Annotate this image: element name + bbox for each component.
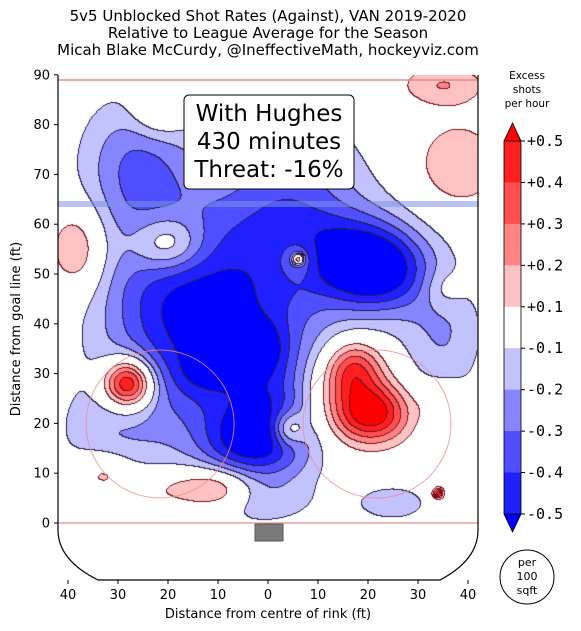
colorbar-tick-label: -0.4 bbox=[527, 464, 563, 482]
chart-title-line-2: Relative to League Average for the Seaso… bbox=[108, 24, 428, 42]
y-tick-label: 80 bbox=[33, 118, 50, 133]
y-tick-label: 10 bbox=[33, 467, 50, 482]
y-axis: 0 10 20 30 40 50 60 70 80 90 bbox=[33, 68, 58, 532]
x-axis-label: Distance from centre of rink (ft) bbox=[165, 607, 371, 622]
colorbar-tick-label: -0.5 bbox=[527, 505, 563, 523]
y-tick-label: 70 bbox=[33, 168, 50, 183]
colorbar-level bbox=[504, 306, 521, 349]
colorbar-level bbox=[504, 141, 521, 183]
y-tick-label: 0 bbox=[42, 517, 50, 532]
colorbar: +0.5 +0.4 +0.3 +0.2 +0.1 -0.1 -0.2 -0.3 -0.4 -0.5 bbox=[503, 122, 563, 533]
colorbar-level bbox=[504, 389, 521, 432]
colorbar-tick-label: -0.3 bbox=[527, 422, 563, 440]
colorbar-tick-label: +0.2 bbox=[527, 256, 563, 274]
x-tick-label: 0 bbox=[264, 588, 272, 603]
annotation-line-3: Threat: -16% bbox=[193, 157, 343, 183]
colorbar-tick-label: -0.2 bbox=[527, 381, 563, 399]
colorbar-level bbox=[504, 223, 521, 266]
y-tick-label: 30 bbox=[33, 367, 50, 382]
x-tick-label: 40 bbox=[460, 588, 477, 603]
colorbar-tick-label: +0.5 bbox=[527, 132, 563, 150]
scale-legend-line-3: sqft bbox=[517, 584, 538, 597]
annotation-line-2: 430 minutes bbox=[197, 129, 341, 155]
annotation-box: With Hughes 430 minutes Threat: -16% bbox=[183, 94, 355, 190]
faceoff-circle-right bbox=[302, 349, 452, 499]
colorbar-title-line-1: Excess bbox=[509, 70, 545, 82]
y-tick-label: 20 bbox=[33, 417, 50, 432]
y-tick-label: 60 bbox=[33, 218, 50, 233]
colorbar-tick-label: -0.1 bbox=[527, 339, 563, 357]
chart-title-line-3: Micah Blake McCurdy, @IneffectiveMath, h… bbox=[57, 41, 479, 59]
colorbar-title-line-3: per hour bbox=[505, 98, 551, 110]
colorbar-extend-under bbox=[503, 513, 522, 533]
colorbar-title-line-2: shots bbox=[513, 84, 541, 96]
colorbar-level bbox=[504, 472, 521, 515]
x-tick-label: 30 bbox=[110, 588, 127, 603]
colorbar-frame bbox=[503, 140, 522, 515]
colorbar-level bbox=[504, 182, 521, 225]
rink-boards bbox=[57, 75, 479, 581]
colorbar-tick-label: +0.3 bbox=[527, 215, 563, 233]
scale-legend-line-1: per bbox=[518, 556, 537, 569]
scale-legend-circle bbox=[499, 549, 555, 605]
rink-markings bbox=[58, 79, 478, 524]
y-axis-label: Distance from goal line (ft) bbox=[9, 242, 24, 416]
goal-net bbox=[254, 523, 284, 542]
scale-legend-line-2: 100 bbox=[517, 570, 538, 583]
annotation-frame bbox=[183, 94, 355, 190]
y-tick-label: 40 bbox=[33, 317, 50, 332]
colorbar-level bbox=[504, 265, 521, 308]
colorbar-level bbox=[504, 348, 521, 391]
y-tick-label: 50 bbox=[33, 268, 50, 283]
colorbar-level bbox=[504, 431, 521, 474]
colorbar-tick-label: +0.4 bbox=[527, 173, 563, 191]
chart-title-line-1: 5v5 Unblocked Shot Rates (Against), VAN … bbox=[70, 7, 467, 25]
annotation-line-1: With Hughes bbox=[196, 101, 343, 127]
colorbar-extend-over bbox=[503, 122, 522, 142]
x-tick-label: 10 bbox=[210, 588, 227, 603]
x-tick-label: 20 bbox=[360, 588, 377, 603]
x-tick-label: 30 bbox=[410, 588, 427, 603]
y-tick-label: 90 bbox=[33, 68, 50, 83]
faceoff-circle-left bbox=[85, 349, 235, 499]
x-axis: 40 30 20 10 0 10 20 30 40 bbox=[60, 580, 477, 603]
scale-legend: per 100 sqft bbox=[499, 549, 555, 605]
colorbar-tick-label: +0.1 bbox=[527, 298, 563, 316]
x-tick-label: 40 bbox=[60, 588, 77, 603]
x-tick-label: 10 bbox=[310, 588, 327, 603]
x-tick-label: 20 bbox=[160, 588, 177, 603]
